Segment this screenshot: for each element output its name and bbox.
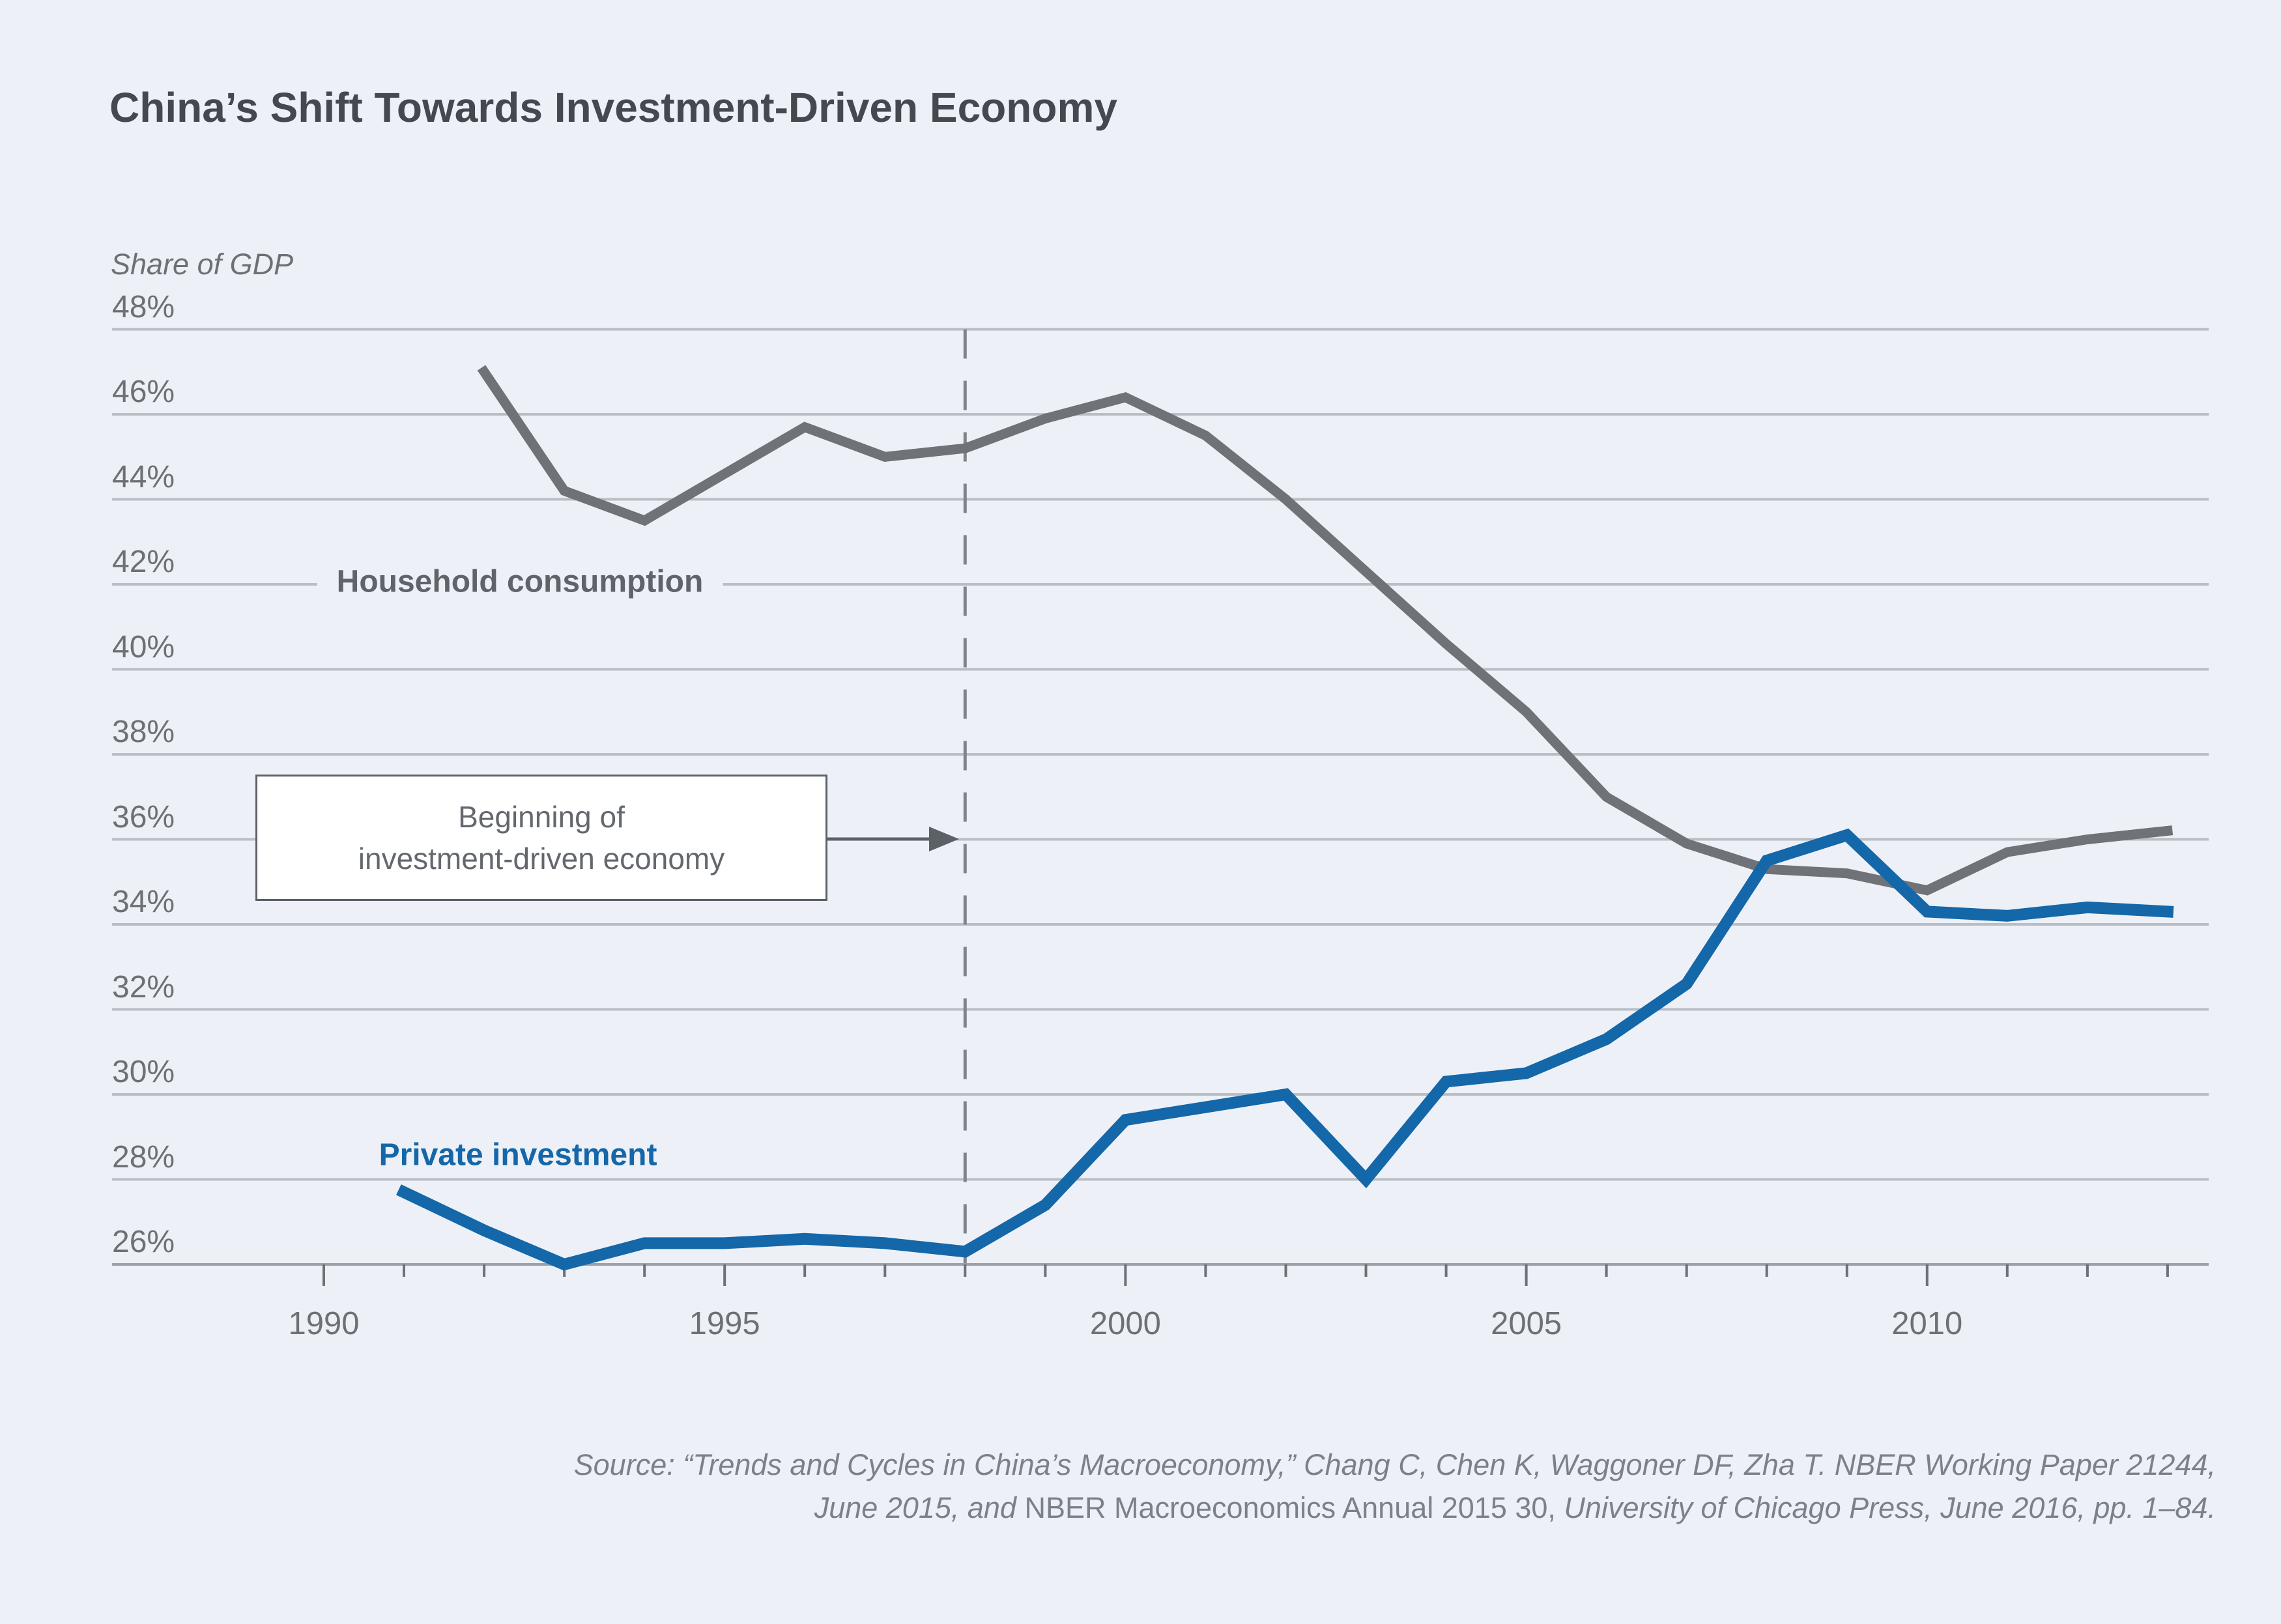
source-line-2-segment: University of Chicago Press, June 2016, … — [1555, 1491, 2216, 1524]
household-consumption-series-label: Household consumption — [317, 561, 723, 603]
y-tick-label-38: 38% — [112, 715, 175, 749]
source-line-2-segment: June 2015, and — [814, 1491, 1025, 1524]
y-tick-label-32: 32% — [112, 969, 175, 1004]
x-tick-label-2005: 2005 — [1491, 1306, 1562, 1341]
y-tick-label-42: 42% — [112, 545, 175, 579]
x-tick-label-1995: 1995 — [689, 1306, 760, 1341]
y-tick-label-46: 46% — [112, 375, 175, 409]
source-line-2-journal-name: NBER Macroeconomics Annual 2015 30, — [1024, 1491, 1556, 1524]
source-citation: Source: “Trends and Cycles in China’s Ma… — [574, 1444, 2216, 1530]
private-investment-series-label: Private investment — [379, 1137, 657, 1173]
source-line-2: June 2015, and NBER Macroeconomics Annua… — [574, 1487, 2216, 1530]
x-tick-label-1990: 1990 — [288, 1306, 360, 1341]
chart-title: China’s Shift Towards Investment-Driven … — [109, 84, 1117, 131]
y-tick-label-44: 44% — [112, 459, 175, 494]
x-tick-label-2000: 2000 — [1089, 1306, 1161, 1341]
y-tick-label-40: 40% — [112, 629, 175, 664]
annotation-arrow-head — [929, 827, 959, 851]
y-tick-label-34: 34% — [112, 885, 175, 919]
y-tick-label-26: 26% — [112, 1225, 175, 1259]
y-tick-label-48: 48% — [112, 289, 175, 324]
y-tick-label-30: 30% — [112, 1055, 175, 1089]
annotation-line-2: investment-driven economy — [358, 842, 725, 876]
series-line-private-investment — [396, 828, 2174, 1271]
annotation-line-1: Beginning of — [458, 800, 625, 834]
y-axis-caption: Share of GDP — [111, 248, 294, 281]
series-line-household-consumption — [477, 365, 2173, 896]
x-tick-label-2010: 2010 — [1891, 1306, 1963, 1341]
y-tick-label-28: 28% — [112, 1139, 175, 1175]
y-tick-label-36: 36% — [112, 799, 175, 834]
source-line-1: Source: “Trends and Cycles in China’s Ma… — [573, 1448, 2216, 1481]
annotation-box: Beginning of investment-driven economy — [255, 775, 827, 901]
